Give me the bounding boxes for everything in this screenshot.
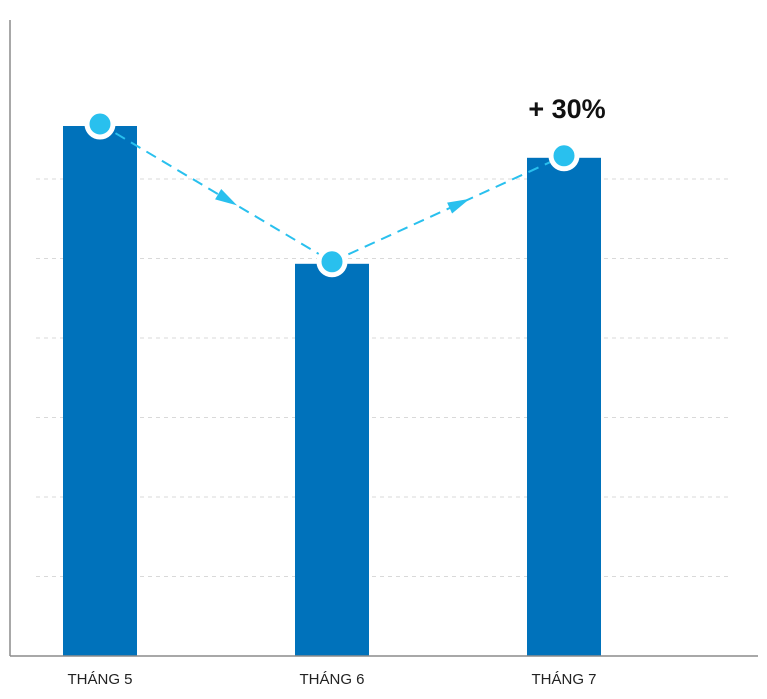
data-point-marker bbox=[84, 108, 116, 140]
change-annotation: + 30% bbox=[528, 94, 605, 124]
bar-2 bbox=[295, 263, 369, 656]
trend-segment bbox=[331, 154, 565, 263]
category-label: THÁNG 7 bbox=[531, 671, 596, 688]
trend-arrowhead bbox=[215, 189, 238, 206]
trend-line bbox=[99, 123, 565, 263]
data-point-marker bbox=[316, 246, 348, 278]
bar-1 bbox=[63, 126, 137, 656]
category-label: THÁNG 5 bbox=[67, 671, 132, 688]
category-label: THÁNG 6 bbox=[299, 671, 364, 688]
trend-segment bbox=[99, 123, 333, 263]
data-point-marker bbox=[548, 140, 580, 172]
bar-3 bbox=[527, 157, 601, 657]
data-markers bbox=[84, 108, 580, 278]
trend-arrowhead bbox=[447, 198, 470, 214]
gridlines bbox=[36, 178, 728, 577]
category-labels: THÁNG 5 THÁNG 6 THÁNG 7 bbox=[67, 671, 596, 688]
bars bbox=[63, 126, 601, 657]
